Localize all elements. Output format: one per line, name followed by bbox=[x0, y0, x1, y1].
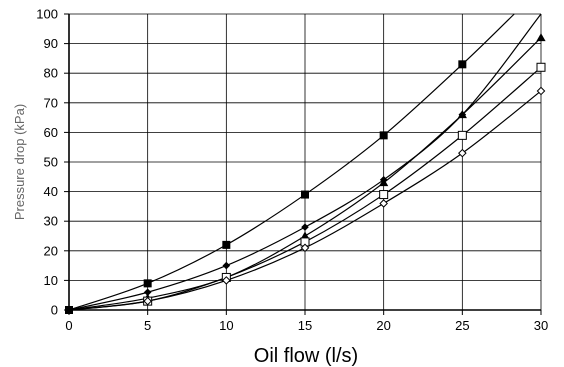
series-markers bbox=[65, 33, 546, 314]
origin-point bbox=[65, 306, 73, 314]
y-tick-label-80: 80 bbox=[44, 66, 58, 81]
x-tick-label-10: 10 bbox=[219, 318, 233, 333]
series-1-point-1 bbox=[143, 279, 152, 288]
x-axis-title: Oil flow (l/s) bbox=[254, 345, 358, 367]
y-tick-label-50: 50 bbox=[44, 155, 58, 170]
y-tick-label-20: 20 bbox=[44, 243, 58, 258]
y-tick-label-60: 60 bbox=[44, 125, 58, 140]
series-1-point-5 bbox=[458, 60, 467, 69]
series-5-point-1 bbox=[143, 296, 152, 306]
x-tick-label-30: 30 bbox=[534, 318, 548, 333]
series-1-point-3 bbox=[301, 190, 309, 199]
series-3-point-5 bbox=[457, 110, 467, 119]
series-2-point-2 bbox=[222, 261, 231, 270]
y-tick-label-10: 10 bbox=[44, 273, 58, 288]
x-tick-label-5: 5 bbox=[144, 318, 151, 333]
series-5-point-3 bbox=[300, 243, 310, 253]
grid bbox=[68, 13, 542, 311]
series-1-point-4 bbox=[379, 131, 388, 140]
tick-labels: 0 5 10 15 20 25 30 0 10 20 30 40 50 60 70 80 90 100 bbox=[36, 7, 548, 334]
x-tick-label-25: 25 bbox=[455, 318, 469, 333]
y-tick-label-100: 100 bbox=[36, 7, 58, 22]
series-5-point-5 bbox=[458, 148, 467, 158]
series-5-point-6 bbox=[536, 86, 546, 96]
x-tick-label-15: 15 bbox=[298, 318, 312, 333]
series-3-point-4 bbox=[379, 178, 389, 187]
series-4-point-6 bbox=[536, 62, 546, 72]
x-tick-label-0: 0 bbox=[65, 318, 72, 333]
x-tick-label-20: 20 bbox=[376, 318, 390, 333]
y-axis-title: Pressure drop (kPa) bbox=[12, 104, 27, 220]
y-tick-label-90: 90 bbox=[44, 36, 58, 51]
series-2-point-3 bbox=[301, 223, 309, 231]
series-3-point-6 bbox=[536, 33, 546, 42]
series-1-point-2 bbox=[222, 240, 231, 249]
y-tick-label-40: 40 bbox=[44, 184, 58, 199]
y-tick-label-30: 30 bbox=[44, 214, 58, 229]
series-2-point-1 bbox=[143, 288, 152, 297]
axes bbox=[64, 13, 542, 315]
series-4-point-5 bbox=[457, 130, 467, 140]
series-4-point-4 bbox=[379, 190, 389, 200]
y-tick-label-0: 0 bbox=[51, 303, 58, 318]
series-5-point-4 bbox=[379, 199, 388, 208]
series-5-point-2 bbox=[222, 276, 231, 285]
y-tick-label-70: 70 bbox=[44, 95, 58, 110]
